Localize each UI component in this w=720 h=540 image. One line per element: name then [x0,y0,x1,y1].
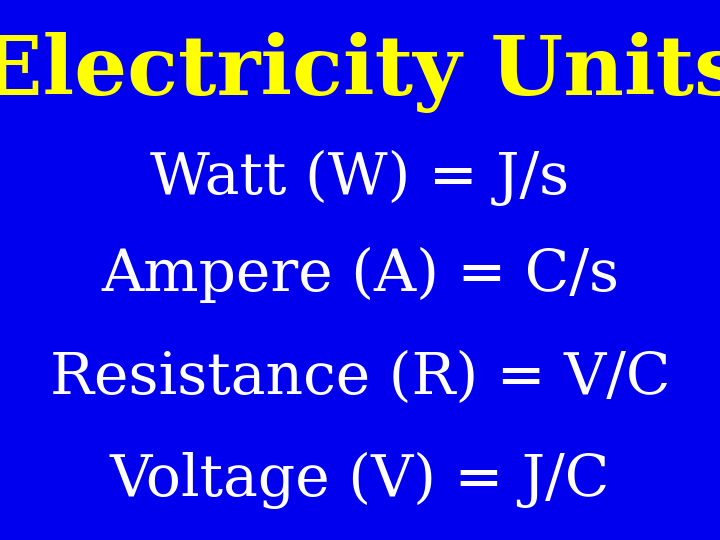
Text: Watt (W) = J/s: Watt (W) = J/s [150,150,570,206]
Text: Resistance (R) = V/C: Resistance (R) = V/C [50,350,670,406]
Text: Voltage (V) = J/C: Voltage (V) = J/C [110,452,610,509]
Text: Ampere (A) = C/s: Ampere (A) = C/s [101,247,619,303]
Text: Electricity Units: Electricity Units [0,32,720,113]
